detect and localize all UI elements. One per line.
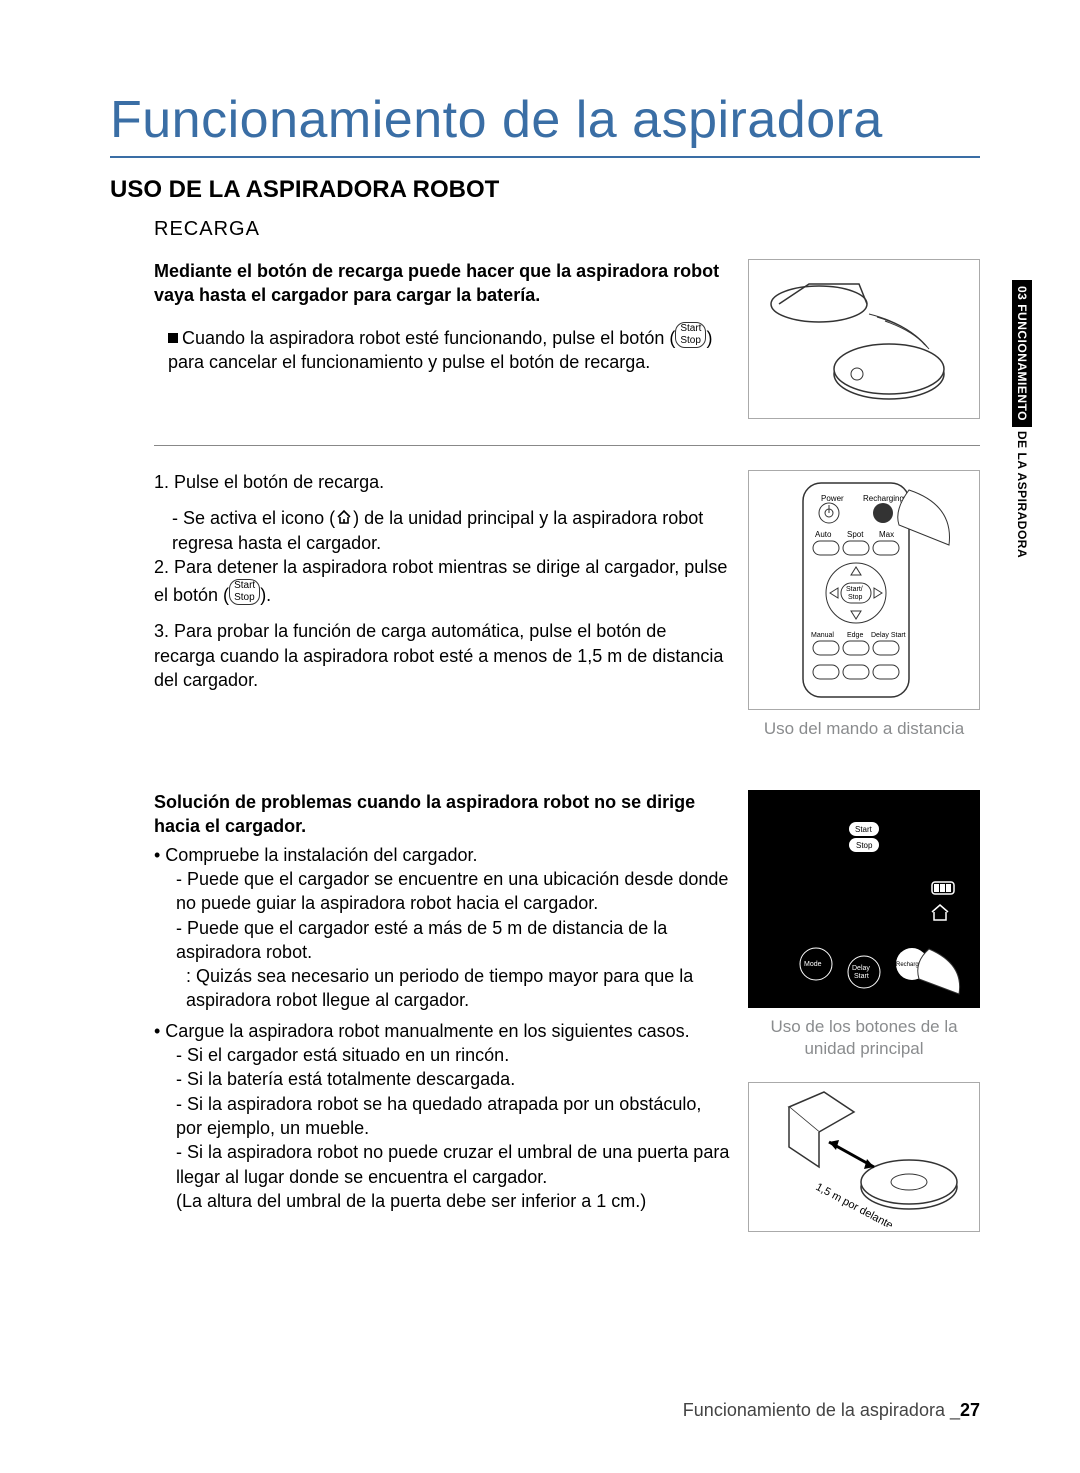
caption-remote: Uso del mando a distancia — [748, 718, 980, 740]
intro-text: Mediante el botón de recarga puede hacer… — [154, 259, 730, 308]
subsection-heading: RECARGA — [154, 218, 980, 241]
label-auto: Auto — [815, 530, 832, 539]
label-manual: Manual — [811, 632, 834, 639]
page-title: Funcionamiento de la aspiradora — [110, 90, 980, 158]
step-1: 1. Pulse el botón de recarga. — [154, 470, 730, 494]
trouble-b2: • Cargue la aspiradora robot manualmente… — [154, 1019, 730, 1043]
remote-svg: Power Recharging Auto Spot Max Start/ St… — [759, 475, 969, 705]
illustration-unit-buttons: Start Stop Mode Delay Start Recharging — [748, 790, 980, 1008]
trouble-heading: Solución de problemas cuando la aspirado… — [154, 790, 730, 839]
side-tab-num: 03 — [1015, 286, 1029, 300]
trouble-b2-d1: - Si el cargador está situado en un rinc… — [154, 1043, 730, 1067]
trouble-b1: • Compruebe la instalación del cargador. — [154, 843, 730, 867]
label-power: Power — [821, 494, 844, 503]
start-stop-icon: StartStop — [229, 579, 260, 605]
side-tab: 03 FUNCIONAMIENTO DE LA ASPIRADORA — [1008, 280, 1032, 600]
unit-buttons-svg: Start Stop Mode Delay Start Recharging — [754, 794, 974, 1004]
label-delay: Delay Start — [871, 632, 906, 639]
side-tab-rest: DE LA ASPIRADORA — [1012, 427, 1032, 562]
footer-label: Funcionamiento de la aspiradora _ — [683, 1400, 960, 1420]
label-edge: Edge — [847, 632, 863, 639]
trouble-b2-d4: - Si la aspiradora robot no puede cruzar… — [154, 1140, 730, 1189]
caption-unit: Uso de los botones de la unidad principa… — [748, 1016, 980, 1060]
page-footer: Funcionamiento de la aspiradora _27 — [683, 1400, 980, 1421]
note-part-a: Cuando la aspiradora robot esté funciona… — [182, 328, 675, 348]
trouble-b1-d2-sub: : Quizás sea necesario un periodo de tie… — [154, 964, 730, 1013]
label-startstop2: Stop — [848, 594, 863, 601]
home-icon — [335, 508, 353, 526]
label-recharging: Recharging — [863, 494, 904, 503]
start-stop-icon: StartStop — [675, 322, 706, 348]
label-delay1: Delay — [852, 965, 870, 972]
note-text: Cuando la aspiradora robot esté funciona… — [154, 322, 730, 375]
charger-robot-svg — [759, 269, 969, 409]
step-1-sub: - Se activa el icono () de la unidad pri… — [154, 506, 730, 555]
step-3: 3. Para probar la función de carga autom… — [154, 619, 730, 692]
label-delay2: Start — [854, 973, 869, 980]
illustration-charger-robot — [748, 259, 980, 419]
square-bullet-icon — [168, 333, 178, 343]
side-tab-dark: FUNCIONAMIENTO — [1015, 304, 1029, 421]
step-2-b: ). — [260, 585, 271, 605]
label-spot: Spot — [847, 530, 864, 539]
divider — [154, 445, 980, 446]
trouble-b1-d1: - Puede que el cargador se encuentre en … — [154, 867, 730, 916]
illustration-remote: Power Recharging Auto Spot Max Start/ St… — [748, 470, 980, 710]
label-mode: Mode — [804, 961, 822, 968]
trouble-b2-d2: - Si la batería está totalmente descarga… — [154, 1067, 730, 1091]
step-2: 2. Para detener la aspiradora robot mien… — [154, 555, 730, 608]
label-max: Max — [879, 530, 894, 539]
trouble-b2-d4-paren: (La altura del umbral de la puerta debe … — [154, 1189, 730, 1213]
step-1-sub-a: - Se activa el icono ( — [172, 508, 335, 528]
trouble-b2-d3: - Si la aspiradora robot se ha quedado a… — [154, 1092, 730, 1141]
label-start: Start — [855, 825, 873, 834]
section-heading: USO DE LA ASPIRADORA ROBOT — [110, 176, 980, 204]
distance-svg: 1,5 m por delante — [759, 1087, 969, 1227]
footer-page: 27 — [960, 1400, 980, 1420]
label-stop: Stop — [856, 841, 873, 850]
illustration-distance: 1,5 m por delante — [748, 1082, 980, 1232]
label-startstop1: Start/ — [846, 586, 863, 593]
trouble-b1-d2: - Puede que el cargador esté a más de 5 … — [154, 916, 730, 965]
